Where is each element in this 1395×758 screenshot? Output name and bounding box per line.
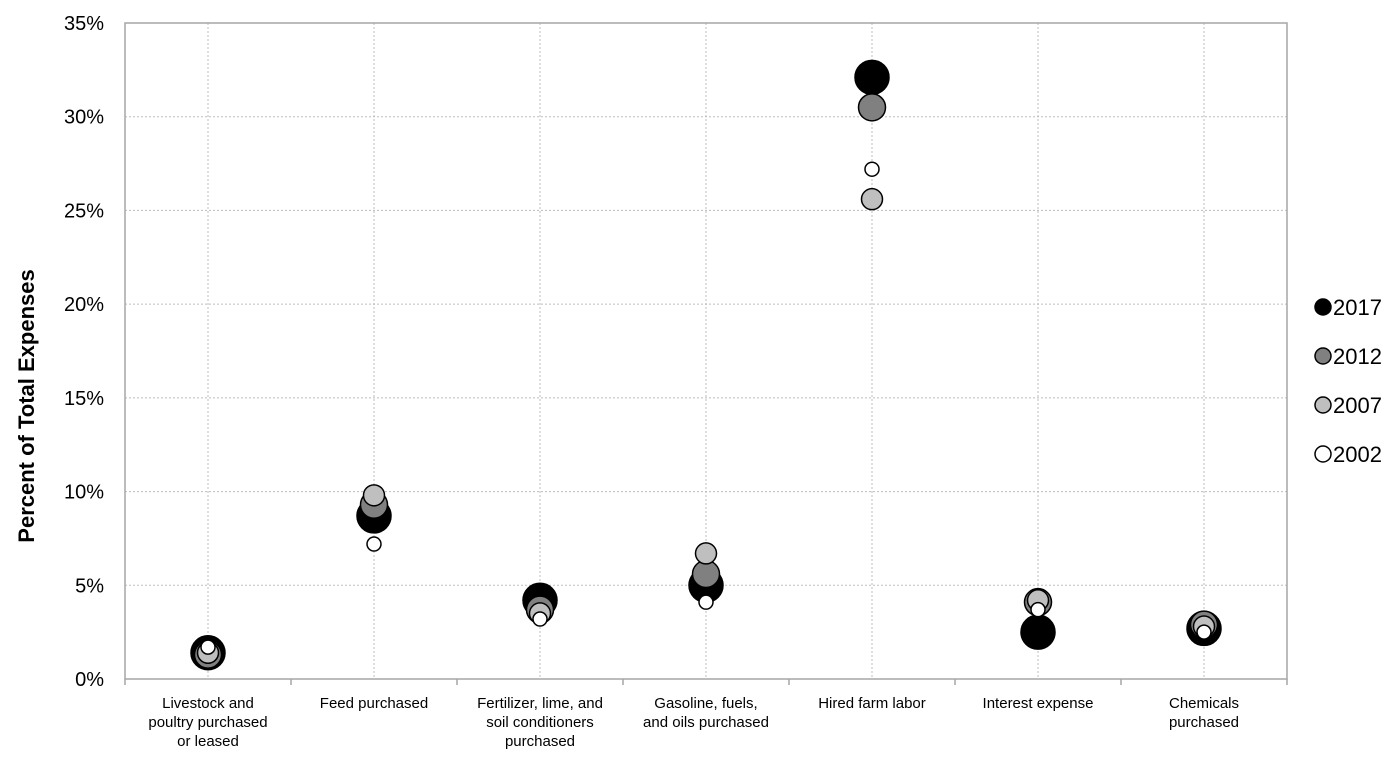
data-point-2017 bbox=[1020, 614, 1056, 650]
y-axis-title: Percent of Total Expenses bbox=[14, 269, 39, 542]
data-point-2007 bbox=[860, 187, 884, 211]
y-tick-label: 10% bbox=[64, 482, 104, 504]
x-category-label: Feed purchased bbox=[320, 695, 428, 712]
data-point-2002 bbox=[366, 536, 382, 552]
data-point-2002 bbox=[200, 639, 216, 655]
y-tick-label: 15% bbox=[64, 388, 104, 410]
data-point-2002 bbox=[864, 161, 880, 177]
y-axis-ticks: 0% 5% 10% 15% 20% 25% 30% 35% bbox=[64, 13, 104, 691]
x-category-label-line: purchased bbox=[505, 733, 575, 750]
plot-border bbox=[124, 22, 1288, 680]
data-point-2002 bbox=[1196, 624, 1212, 640]
x-category-label-line: Hired farm labor bbox=[818, 695, 926, 712]
x-category-label-line: soil conditioners bbox=[486, 714, 594, 731]
x-category-label: Hired farm labor bbox=[818, 695, 926, 712]
legend-label-2002: 2002 bbox=[1333, 442, 1382, 467]
legend: 2017 2012 2007 2002 bbox=[1314, 295, 1382, 467]
x-category-label-line: Interest expense bbox=[983, 695, 1094, 712]
y-tick-label: 20% bbox=[64, 294, 104, 316]
legend-marker-2002 bbox=[1314, 445, 1332, 463]
x-category-label-line: poultry purchased bbox=[148, 714, 267, 731]
y-tick-label: 35% bbox=[64, 13, 104, 35]
y-tick-label: 25% bbox=[64, 200, 104, 222]
x-category-label-line: Feed purchased bbox=[320, 695, 428, 712]
x-category-label: Fertilizer, lime, and soil conditioners pu… bbox=[477, 695, 603, 750]
x-axis-labels: Livestock and poultry purchased or leased F… bbox=[148, 695, 1239, 750]
data-point-2007 bbox=[694, 542, 718, 565]
data-point-2002 bbox=[698, 594, 714, 610]
x-category-label-line: Chemicals bbox=[1169, 695, 1239, 712]
legend-label-2012: 2012 bbox=[1333, 344, 1382, 369]
x-category-label: Livestock and poultry purchased or leased bbox=[148, 695, 267, 750]
x-category-label: Gasoline, fuels, and oils purchased bbox=[643, 695, 769, 731]
data-point-2007 bbox=[362, 484, 386, 507]
legend-marker-2017 bbox=[1314, 298, 1332, 316]
y-tick-label: 30% bbox=[64, 107, 104, 129]
data-point-2017 bbox=[854, 59, 890, 96]
y-tick-label: 0% bbox=[75, 669, 104, 691]
x-category-label-line: Fertilizer, lime, and bbox=[477, 695, 603, 712]
legend-marker-2012 bbox=[1314, 347, 1332, 365]
x-category-label-line: Livestock and bbox=[162, 695, 254, 712]
x-category-label-line: purchased bbox=[1169, 714, 1239, 731]
x-category-label-line: or leased bbox=[177, 733, 239, 750]
data-points bbox=[190, 59, 1222, 671]
x-category-label-line: and oils purchased bbox=[643, 714, 769, 731]
data-point-2002 bbox=[1030, 601, 1046, 618]
data-point-2012 bbox=[857, 93, 887, 122]
legend-label-2017: 2017 bbox=[1333, 295, 1382, 320]
y-tick-label: 5% bbox=[75, 575, 104, 597]
x-category-label: Chemicals purchased bbox=[1169, 695, 1239, 731]
x-category-label: Interest expense bbox=[983, 695, 1094, 712]
data-point-2002 bbox=[532, 611, 548, 627]
legend-label-2007: 2007 bbox=[1333, 393, 1382, 418]
x-category-label-line: Gasoline, fuels, bbox=[654, 695, 757, 712]
plot-area bbox=[124, 22, 1288, 685]
legend-marker-2007 bbox=[1314, 396, 1332, 414]
